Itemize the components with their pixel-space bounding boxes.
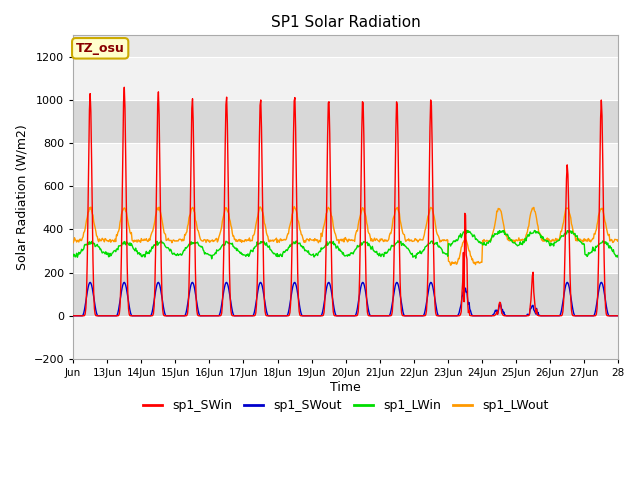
sp1_SWin	[403, 313, 410, 319]
sp1_LWout	[447, 263, 454, 268]
sp1_LWout	[291, 204, 298, 209]
sp1_LWin	[234, 248, 242, 253]
sp1_LWin	[463, 228, 471, 233]
sp1_LWin	[261, 242, 269, 248]
sp1_SWin	[120, 84, 128, 90]
sp1_LWin	[433, 240, 441, 245]
sp1_SWin	[614, 313, 622, 319]
sp1_LWout	[234, 239, 241, 244]
sp1_SWout	[86, 279, 94, 285]
Bar	[73, 186, 618, 229]
sp1_SWin	[282, 313, 289, 319]
sp1_LWout	[403, 238, 410, 243]
sp1_LWout	[260, 220, 268, 226]
sp1_SWin	[433, 313, 441, 319]
sp1_LWout	[69, 240, 77, 246]
sp1_LWin	[403, 245, 410, 251]
Line: sp1_SWin: sp1_SWin	[73, 87, 618, 316]
Title: SP1 Solar Radiation: SP1 Solar Radiation	[271, 15, 420, 30]
Text: TZ_osu: TZ_osu	[76, 42, 125, 55]
sp1_LWout	[133, 239, 141, 245]
sp1_SWout	[234, 313, 242, 319]
sp1_SWin	[134, 313, 141, 319]
sp1_SWout	[282, 313, 289, 319]
sp1_LWout	[614, 237, 622, 242]
Bar	[73, 143, 618, 186]
sp1_LWout	[281, 237, 289, 243]
sp1_LWin	[614, 252, 622, 258]
Bar	[73, 57, 618, 100]
sp1_SWout	[614, 313, 622, 319]
sp1_LWin	[208, 256, 216, 262]
sp1_SWout	[69, 313, 77, 319]
sp1_SWout	[433, 309, 441, 315]
sp1_LWout	[433, 231, 441, 237]
Bar	[73, 100, 618, 143]
sp1_LWin	[69, 253, 77, 259]
Line: sp1_LWin: sp1_LWin	[73, 230, 618, 259]
Line: sp1_LWout: sp1_LWout	[73, 206, 618, 265]
Bar	[73, 273, 618, 316]
Bar	[73, 316, 618, 359]
sp1_SWin	[69, 313, 77, 319]
sp1_SWout	[261, 300, 269, 306]
sp1_SWin	[261, 308, 269, 314]
Y-axis label: Solar Radiation (W/m2): Solar Radiation (W/m2)	[15, 124, 28, 270]
X-axis label: Time: Time	[330, 381, 361, 394]
sp1_SWout	[134, 313, 141, 319]
sp1_SWin	[234, 313, 242, 319]
sp1_LWin	[282, 248, 289, 253]
Bar	[73, 229, 618, 273]
Legend: sp1_SWin, sp1_SWout, sp1_LWin, sp1_LWout: sp1_SWin, sp1_SWout, sp1_LWin, sp1_LWout	[138, 395, 554, 418]
sp1_LWin	[133, 248, 141, 253]
Line: sp1_SWout: sp1_SWout	[73, 282, 618, 316]
sp1_SWout	[403, 313, 410, 319]
